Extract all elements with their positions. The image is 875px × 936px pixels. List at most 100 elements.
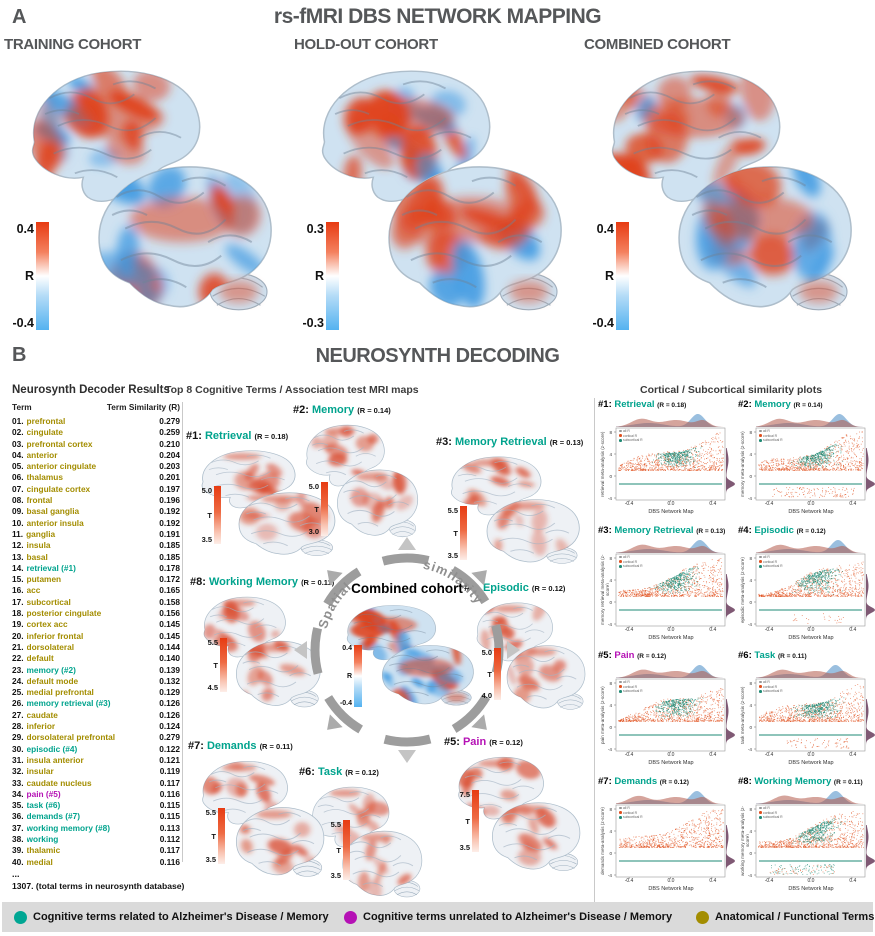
term-number: 08. xyxy=(12,495,24,506)
plot-area: task meta-analysis (z-score) DBS Network … xyxy=(738,663,875,773)
y-axis-label: episodic meta-analysis (z-score) xyxy=(740,557,745,623)
colorbar-gradient xyxy=(354,645,362,707)
colorbar-mid-label: T xyxy=(207,510,212,520)
term-value: 0.191 xyxy=(159,528,180,539)
term-value: 0.139 xyxy=(159,664,180,675)
term-value: 0.259 xyxy=(159,427,180,438)
y-tick-label: -4 xyxy=(747,872,752,878)
term-name: caudate nucleus xyxy=(26,777,92,788)
legend-marker-icon xyxy=(619,685,622,688)
colorbar-mid-label: R xyxy=(346,672,352,680)
similarity-plot-1: #1: Retrieval (R = 0.18) retrieval meta-a… xyxy=(598,399,737,524)
y-axis-label: retrieval meta-analysis (z-score) xyxy=(600,431,605,497)
brain-map-title: #6: Task (R = 0.12) xyxy=(299,766,431,778)
term-column-header: Term xyxy=(12,402,32,412)
y-tick-label: 8 xyxy=(749,680,752,686)
legend-dot-icon xyxy=(344,910,357,924)
colorbar-gradient xyxy=(472,790,479,852)
colorbar-max-label: 5.5 xyxy=(330,820,341,829)
y-axis-label: task meta-analysis (z-score) xyxy=(740,686,745,744)
colorbar: 0.4 R -0.4 xyxy=(8,222,49,330)
colorbar-labels: 5.5 T 3.5 xyxy=(327,820,341,880)
term-name: default xyxy=(26,653,54,664)
brain-map-title: #3: Memory Retrieval (R = 0.13) xyxy=(436,436,590,448)
x-tick-label: 0.4 xyxy=(849,627,857,633)
term-value: 0.165 xyxy=(159,585,180,596)
plot-legend-text: cortical R xyxy=(763,810,778,815)
y-tick-label: -4 xyxy=(747,495,752,501)
x-axis-label: DBS Network Map xyxy=(648,760,694,766)
colorbar-max-label: 5.0 xyxy=(481,648,492,657)
map-term: Task xyxy=(317,766,343,778)
term-value: 0.196 xyxy=(159,495,180,506)
term-number: 21. xyxy=(12,641,24,652)
x-tick-label: -0.4 xyxy=(624,752,634,758)
colorbar-labels: 5.0 T 3.5 xyxy=(198,486,212,544)
y-tick-label: 4 xyxy=(609,702,612,708)
plot-legend-line: cortical R xyxy=(759,685,783,690)
term-number: 03. xyxy=(12,438,24,449)
cohort-2: HOLD-OUT COHORT 0.3 R -0.3 xyxy=(294,36,581,338)
colorbar: 5.0 T 3.5 xyxy=(198,486,221,544)
term-name: ganglia xyxy=(26,528,56,539)
term-value: 0.122 xyxy=(159,743,180,754)
term-name: basal xyxy=(26,551,48,562)
plot-legend-line: all R xyxy=(619,555,643,560)
term-name: dorsolateral prefrontal xyxy=(26,732,116,743)
table-row: 25. medial prefrontal 0.129 xyxy=(12,687,180,698)
table-row: 37. working memory (#8) 0.113 xyxy=(12,823,180,834)
similarity-ring-hub: Spatial similarity Combined cohort 0.4 R -0.4 xyxy=(294,537,520,763)
term-value: 0.113 xyxy=(159,822,180,833)
similarity-plot-5: #5: Pain (R = 0.12) pain meta-analysis (z… xyxy=(598,650,737,775)
y-tick-label: 0 xyxy=(609,599,612,605)
term-value: 0.117 xyxy=(159,845,180,856)
plot-title: #8: Working Memory (R = 0.11) xyxy=(738,776,875,787)
y-tick-label: 0 xyxy=(609,724,612,730)
colorbar-max-label: 5.5 xyxy=(205,808,216,817)
plot-area: demands meta-analysis (z-score) DBS Netwo… xyxy=(598,789,737,899)
term-name: insula xyxy=(26,540,51,551)
colorbar-max-label: 7.5 xyxy=(459,790,470,799)
x-tick-label: 0.4 xyxy=(709,501,717,507)
brain-figure xyxy=(186,444,346,568)
term-number: 35. xyxy=(12,800,24,811)
colorbar: 5.0 T 3.0 xyxy=(305,482,328,536)
colorbar: 5.5 T 3.5 xyxy=(202,808,225,864)
decoder-results-header: Neurosynth Decoder Results xyxy=(12,384,170,396)
y-axis-label: demands meta-analysis (z-score) xyxy=(600,807,605,875)
plot-legend-text: all R xyxy=(623,429,630,433)
brain-map-8: #8: Working Memory (R = 0.11) 5.5 T 4.5 xyxy=(190,576,334,720)
table-row: 31. insula anterior 0.121 xyxy=(12,755,180,766)
x-tick-label: 0.0 xyxy=(667,501,675,507)
colorbar-min-label: 3.5 xyxy=(330,871,341,880)
colorbar-labels: 5.5 T 3.5 xyxy=(444,506,458,560)
x-tick-label: 0.0 xyxy=(667,627,675,633)
legend-marker-icon xyxy=(759,811,762,814)
plot-legend-text: subcortical R xyxy=(763,438,783,443)
plot-term: Retrieval xyxy=(614,399,655,410)
term-name: subcortical xyxy=(26,596,71,607)
plot-r-value: (R = 0.11) xyxy=(833,779,863,786)
cohort-title: HOLD-OUT COHORT xyxy=(294,36,438,53)
map-term: Working Memory xyxy=(208,576,298,588)
brain-map-title: #1: Retrieval (R = 0.18) xyxy=(186,430,346,442)
legend-marker-icon xyxy=(759,816,762,819)
plot-term: Memory Retrieval xyxy=(614,525,694,536)
map-rank: #7: xyxy=(188,740,204,752)
similarity-plots-header: Cortical / Subcortical similarity plots xyxy=(640,384,823,396)
term-name: posterior cingulate xyxy=(26,608,102,619)
term-value: 0.156 xyxy=(159,608,180,619)
term-value: 0.145 xyxy=(159,630,180,641)
y-axis-label: memory meta-analysis (z-score) xyxy=(740,431,745,497)
legend-marker-icon xyxy=(619,680,622,684)
plot-legend-text: all R xyxy=(623,806,630,810)
x-tick-label: -0.4 xyxy=(764,752,774,758)
map-rank: #2: xyxy=(293,404,309,416)
term-number: 25. xyxy=(12,687,24,698)
brain-figure xyxy=(188,754,334,890)
y-tick-label: -4 xyxy=(747,621,752,627)
term-number: 29. xyxy=(12,732,24,743)
y-tick-label: 8 xyxy=(749,806,752,812)
